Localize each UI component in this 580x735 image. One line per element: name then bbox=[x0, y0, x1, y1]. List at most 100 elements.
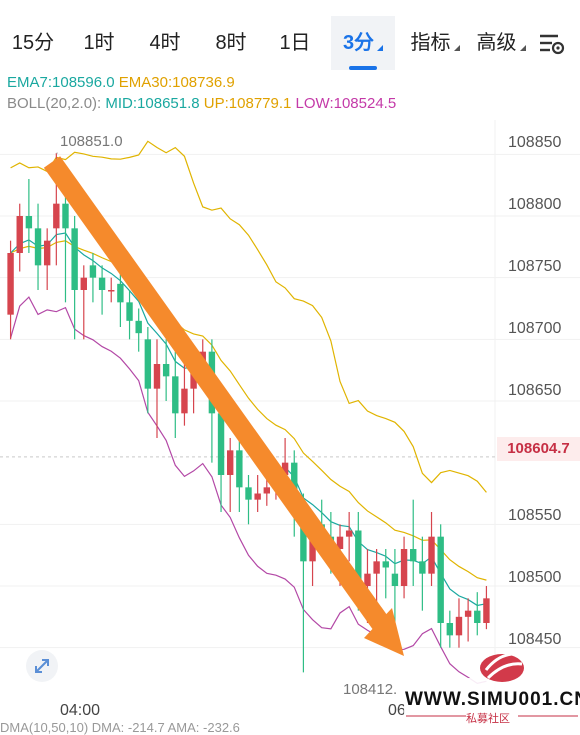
boll-upper-line bbox=[10, 140, 487, 493]
tab-label: 8时 bbox=[215, 32, 247, 54]
tab-15m[interactable]: 15分 bbox=[6, 16, 60, 70]
candle-body bbox=[7, 253, 14, 315]
dma-indicator: DMA(10,50,10) DMA: -214.7 AMA: -232.6 bbox=[0, 720, 240, 735]
candle-body bbox=[153, 364, 161, 389]
candle-body bbox=[226, 450, 234, 475]
candle-body bbox=[483, 598, 490, 623]
tab-label: 1日 bbox=[279, 32, 311, 54]
candle-body bbox=[144, 339, 152, 389]
tab-8h[interactable]: 8时 bbox=[206, 16, 256, 70]
tab-indicators[interactable]: 指标 bbox=[405, 16, 465, 70]
candle-body bbox=[455, 616, 463, 636]
max-price-label: 108851.0 bbox=[60, 133, 123, 150]
candle-body bbox=[162, 364, 170, 377]
candle-body bbox=[336, 536, 344, 549]
candle-body bbox=[254, 493, 261, 500]
candle-body bbox=[43, 240, 51, 266]
candle-body bbox=[355, 530, 362, 586]
tab-advanced[interactable]: 高级 bbox=[471, 16, 531, 70]
caret-icon bbox=[519, 45, 526, 51]
candle-body bbox=[419, 561, 426, 574]
trend-arrow-head bbox=[364, 608, 404, 656]
candle-body bbox=[428, 536, 435, 574]
boll-mid: MID:108651.8 bbox=[105, 95, 200, 112]
candle-body bbox=[364, 573, 371, 586]
tab-label: 1时 bbox=[83, 32, 115, 54]
tab-label: 指标 bbox=[410, 32, 451, 54]
candle-body bbox=[217, 413, 225, 475]
y-axis-label: 108750 bbox=[508, 258, 562, 275]
time-axis-label: 04:00 bbox=[60, 702, 101, 719]
watermark-text: WWW.SIMU001.CN bbox=[405, 689, 580, 710]
candle-body bbox=[300, 505, 307, 562]
candle-body bbox=[345, 530, 353, 537]
candle-body bbox=[291, 462, 298, 506]
active-indicator bbox=[349, 66, 377, 70]
candle-body bbox=[181, 388, 188, 414]
caret-icon bbox=[377, 45, 384, 51]
ema30-value: EMA30:108736.9 bbox=[118, 74, 235, 91]
fullscreen-button[interactable] bbox=[26, 650, 58, 682]
candle-body bbox=[62, 203, 69, 229]
candle-body bbox=[117, 283, 124, 303]
candlestick-chart[interactable] bbox=[0, 120, 580, 720]
y-axis-label: 108500 bbox=[508, 569, 562, 586]
candle-body bbox=[34, 228, 42, 266]
candle-body bbox=[245, 487, 252, 500]
y-axis-label: 108450 bbox=[508, 631, 562, 648]
tab-label: 高级 bbox=[476, 32, 517, 54]
tab-label: 15分 bbox=[11, 32, 55, 54]
caret-icon bbox=[453, 45, 460, 51]
tab-label: 3分 bbox=[342, 32, 375, 54]
expand-icon bbox=[35, 659, 49, 673]
tab-label: 4时 bbox=[149, 32, 181, 54]
candle-body bbox=[464, 610, 472, 617]
candle-body bbox=[126, 302, 133, 321]
chart-settings-icon[interactable] bbox=[538, 30, 566, 58]
boll-lower-line bbox=[9, 296, 487, 684]
candle-body bbox=[400, 549, 408, 586]
y-axis-label: 108850 bbox=[508, 134, 562, 151]
candle-body bbox=[172, 376, 179, 414]
watermark-subtext: 私募社区 bbox=[466, 713, 510, 725]
candle-body bbox=[236, 450, 243, 488]
boll-up: UP:108779.1 bbox=[203, 95, 292, 112]
candle-body bbox=[382, 561, 389, 568]
candle-body bbox=[437, 536, 444, 623]
ema-row: EMA7:108596.0 EMA30:108736.9 bbox=[7, 72, 396, 93]
current-price-badge: 108604.7 bbox=[497, 437, 580, 461]
tab-1d[interactable]: 1日 bbox=[270, 16, 320, 70]
candle-body bbox=[391, 573, 399, 586]
min-price-label: 108412. bbox=[343, 681, 398, 698]
watermark-logo bbox=[404, 652, 580, 729]
candle-body bbox=[108, 290, 115, 292]
candle-body bbox=[98, 277, 106, 290]
y-axis-label: 108650 bbox=[508, 382, 562, 399]
y-axis-label: 108700 bbox=[508, 320, 562, 337]
candle-body bbox=[16, 216, 23, 253]
boll-row: BOLL(20,2.0): MID:108651.8 UP:108779.1 L… bbox=[7, 93, 396, 114]
boll-name: BOLL(20,2.0): bbox=[7, 95, 102, 112]
candle-body bbox=[474, 610, 481, 623]
ema30-line bbox=[10, 240, 487, 581]
boll-low: LOW:108524.5 bbox=[295, 95, 397, 112]
time-axis-label: 06 bbox=[388, 702, 406, 719]
trend-arrow-shaft bbox=[43, 156, 393, 634]
candle-body bbox=[89, 265, 97, 278]
candle-body bbox=[410, 549, 417, 562]
candle-body bbox=[25, 216, 33, 229]
candle-body bbox=[446, 623, 454, 636]
y-axis-label: 108800 bbox=[508, 196, 562, 213]
tab-4h[interactable]: 4时 bbox=[140, 16, 190, 70]
tab-1h[interactable]: 1时 bbox=[74, 16, 124, 70]
candle-body bbox=[263, 487, 271, 494]
candle-body bbox=[373, 561, 380, 574]
ema7-value: EMA7:108596.0 bbox=[7, 74, 115, 91]
tab-3m[interactable]: 3分 bbox=[331, 16, 395, 70]
indicator-readout: EMA7:108596.0 EMA30:108736.9 BOLL(20,2.0… bbox=[7, 72, 396, 114]
candle-body bbox=[53, 203, 60, 229]
timeframe-tabs: 15分 1时 4时 8时 1日 3分 指标 高级 bbox=[0, 0, 580, 70]
candle-body bbox=[80, 277, 87, 290]
candle-body bbox=[71, 228, 78, 290]
candle-body bbox=[281, 462, 289, 475]
